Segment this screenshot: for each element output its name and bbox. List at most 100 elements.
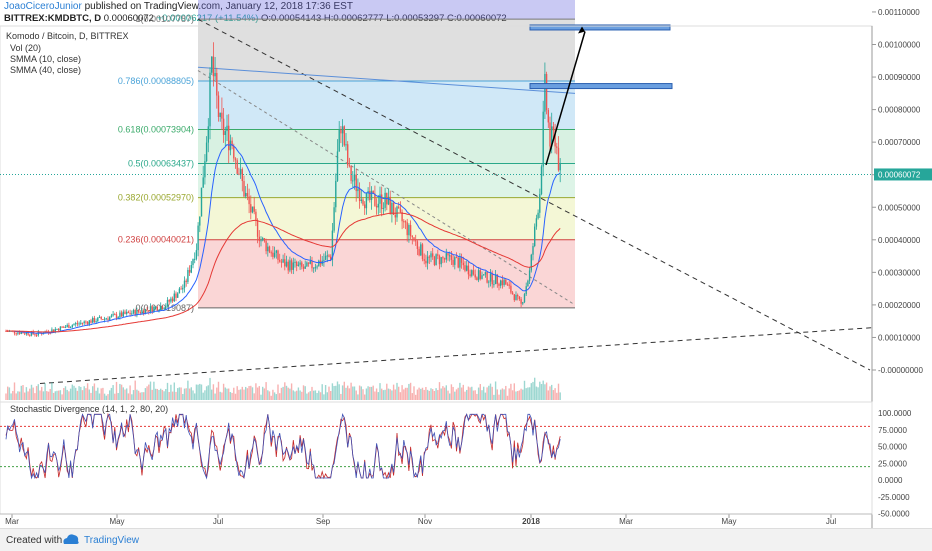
candle-body-144 <box>250 204 252 213</box>
trendlines[interactable] <box>0 0 873 385</box>
candle-body-136 <box>236 160 238 174</box>
last-price-label: 0.00060072 <box>878 170 921 179</box>
candle-body-296 <box>508 284 510 286</box>
volume-bar-199 <box>343 381 345 400</box>
candle-body-115 <box>200 187 203 217</box>
candle-body-40 <box>73 324 75 326</box>
candle-body-28 <box>52 329 55 332</box>
stoch-tick-1: 75.0000 <box>878 426 907 435</box>
volume-bar-173 <box>299 390 301 400</box>
volume-bar-302 <box>518 390 521 400</box>
volume-bar-217 <box>374 391 376 400</box>
volume-bar-21 <box>41 386 43 400</box>
stochastic-panel[interactable]: 100.0000 75.0000 50.0000 25.0000 0.0000 -25.0… <box>0 401 912 519</box>
price-axis[interactable]: 0.001600000.001500000.001400000.00130000… <box>0 0 932 528</box>
candle-body-174 <box>301 262 303 267</box>
tradingview-logo-icon[interactable] <box>62 533 80 548</box>
candle-body-46 <box>83 321 85 324</box>
volume-bar-136 <box>236 386 238 400</box>
volume-bar-145 <box>251 387 254 400</box>
candle-body-321 <box>551 126 553 147</box>
volume-bar-222 <box>382 390 385 400</box>
candle-body-204 <box>352 180 354 182</box>
volume-bar-233 <box>401 385 403 400</box>
candle-body-221 <box>381 194 383 210</box>
target-box-lower <box>529 83 673 90</box>
volume-bar-117 <box>204 390 206 400</box>
author-link[interactable]: JoaoCiceroJunior <box>4 1 82 12</box>
candle-body-35 <box>64 326 67 328</box>
candle-body-271 <box>466 265 468 271</box>
falling-resistance-trendline <box>197 18 871 371</box>
candle-body-248 <box>426 256 429 264</box>
candle-body-236 <box>406 222 408 236</box>
volume-bar-122 <box>212 384 215 400</box>
created-with-text: Created with <box>6 535 63 546</box>
fib-label-0.236: 0.236(0.00040021) <box>118 235 194 245</box>
candle-body-189 <box>326 255 328 257</box>
volume-bar-253 <box>435 388 437 400</box>
stoch-legend[interactable]: Stochastic Divergence (14, 1, 2, 80, 20) <box>10 404 168 414</box>
volume-bar-76 <box>134 380 136 400</box>
tradingview-brand[interactable]: TradingView <box>84 535 140 546</box>
volume-bar-61 <box>109 390 111 400</box>
volume-bar-293 <box>503 389 505 400</box>
candle-body-203 <box>350 165 352 181</box>
candle-body-113 <box>197 225 199 251</box>
candle-body-175 <box>302 266 305 269</box>
volume-bar-246 <box>423 389 425 400</box>
candle-body-109 <box>190 265 192 273</box>
candle-body-7 <box>17 332 19 334</box>
volume-bar-213 <box>367 386 369 400</box>
legend-smma40[interactable]: SMMA (40, close) <box>10 65 81 75</box>
candle-body-129 <box>224 131 226 135</box>
candle-body-162 <box>280 261 283 263</box>
time-tick-5: 2018 <box>522 517 540 526</box>
time-axis[interactable]: Mar May Jul Sep Nov 2018 Mar May Jul <box>0 513 872 526</box>
volume-bar-313 <box>537 387 539 400</box>
volume-bar-148 <box>256 387 259 400</box>
volume-bar-275 <box>472 390 475 400</box>
volume-bar-7 <box>17 391 19 400</box>
candle-body-55 <box>98 316 101 318</box>
price-tick-6: 0.00100000 <box>878 41 921 50</box>
volume-bar-24 <box>46 391 48 400</box>
candle-body-33 <box>61 326 63 328</box>
candle-body-163 <box>282 259 284 263</box>
volume-bar-274 <box>471 386 473 400</box>
volume-bar-140 <box>243 389 245 400</box>
volume-bar-250 <box>430 388 432 400</box>
fibonacci-retracement[interactable]: 1.618(0.00162603)1(0.00107787)0.786(0.00… <box>118 0 575 313</box>
legend-vol[interactable]: Vol (20) <box>10 43 41 53</box>
candle-body-277 <box>476 277 478 281</box>
volume-bar-81 <box>143 392 145 400</box>
volume-bar-178 <box>307 392 310 400</box>
volume-bar-12 <box>25 387 28 400</box>
volume-bar-160 <box>277 384 279 400</box>
candle-body-29 <box>54 329 56 332</box>
legend-smma10[interactable]: SMMA (10, close) <box>10 54 81 64</box>
price-tick-8: 0.00080000 <box>878 106 921 115</box>
volume-bar-30 <box>56 390 58 400</box>
volume-bar-73 <box>129 385 131 400</box>
volume-bar-187 <box>323 394 325 400</box>
volume-bar-228 <box>392 384 395 400</box>
volume-bar-75 <box>132 390 135 400</box>
target-box-upper <box>529 24 671 31</box>
volume-bar-289 <box>496 389 498 400</box>
candle-body-303 <box>520 299 522 304</box>
drawings[interactable] <box>529 24 673 166</box>
volume-bar-62 <box>110 387 113 400</box>
volume-bar-39 <box>71 384 73 400</box>
volume-bar-147 <box>255 383 257 400</box>
spacer-line-2 <box>0 0 6 370</box>
volume-bar-53 <box>95 390 97 400</box>
candle-body-291 <box>500 280 502 286</box>
volume-bar-177 <box>306 393 308 400</box>
volume-bar-259 <box>445 385 447 400</box>
candle-body-145 <box>251 206 254 213</box>
candle-body-302 <box>518 296 521 300</box>
candle-body-241 <box>415 240 417 242</box>
volume-bar-68 <box>120 384 123 400</box>
